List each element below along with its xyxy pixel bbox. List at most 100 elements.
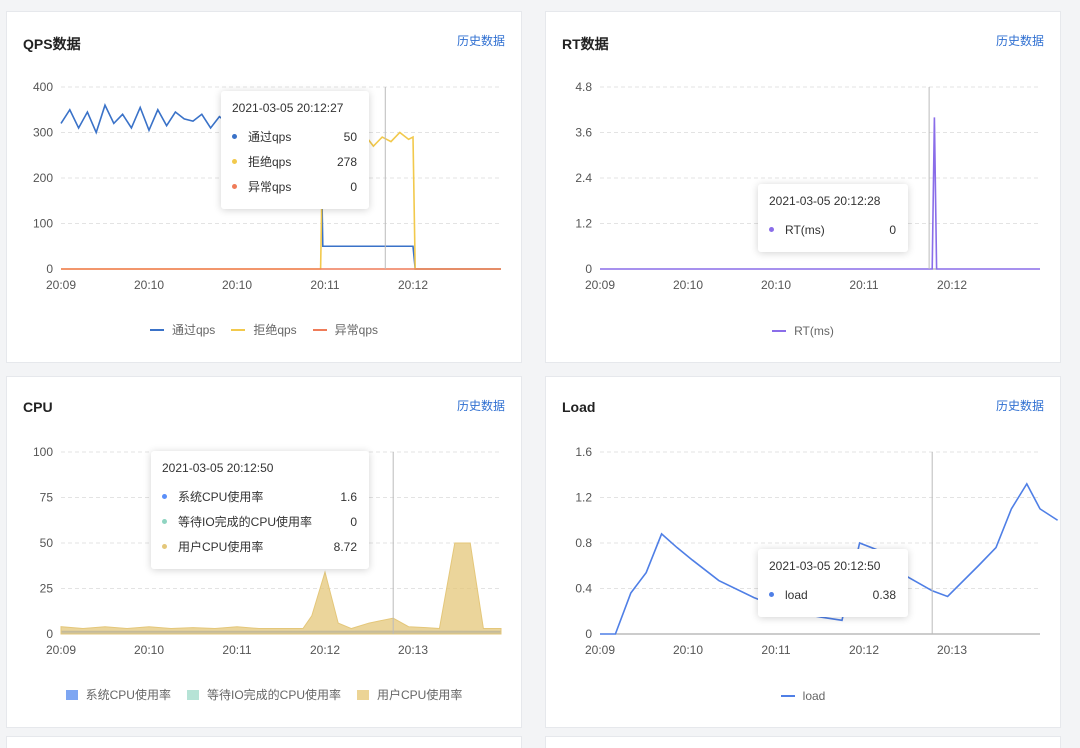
- x-tick-label: 20:13: [398, 643, 428, 657]
- tooltip-series-name: 异常qps: [248, 180, 292, 194]
- next-card-edge: [545, 736, 1061, 748]
- tooltip-row: 系统CPU使用率 1.6: [162, 484, 357, 509]
- tooltip-time: 2021-03-05 20:12:27: [232, 101, 344, 115]
- legend-item[interactable]: 用户CPU使用率: [357, 686, 462, 703]
- tooltip-series-name: 通过qps: [248, 130, 292, 144]
- chart-legend: 通过qps 拒绝qps 异常qps: [7, 321, 521, 338]
- y-tick-label: 25: [40, 582, 54, 596]
- legend-item[interactable]: 通过qps: [149, 321, 215, 338]
- x-tick-label: 20:10: [673, 278, 703, 292]
- next-card-edge: [6, 736, 522, 748]
- card-title: QPS数据: [23, 36, 81, 52]
- card-title: RT数据: [562, 36, 609, 52]
- x-tick-label: 20:09: [585, 278, 615, 292]
- legend-item[interactable]: 系统CPU使用率: [65, 686, 171, 703]
- legend-label: 拒绝qps: [253, 323, 297, 337]
- legend-label: 等待IO完成的CPU使用率: [206, 688, 341, 702]
- legend-line-icon: [772, 330, 787, 332]
- tooltip-time: 2021-03-05 20:12:50: [769, 559, 881, 573]
- legend-label: 异常qps: [334, 323, 379, 337]
- legend-box-icon: [357, 689, 369, 700]
- series-dot-icon: [162, 519, 167, 524]
- tooltip-series-value: 0.38: [872, 587, 896, 602]
- x-tick-label: 20:12: [937, 278, 967, 292]
- y-tick-label: 200: [33, 171, 53, 185]
- x-tick-label: 20:11: [310, 278, 339, 292]
- tooltip-row: 用户CPU使用率 8.72: [162, 534, 357, 559]
- tooltip-series-value: 1.6: [340, 489, 357, 504]
- tooltip-series-value: 50: [343, 129, 357, 144]
- series-dot-icon: [162, 494, 167, 499]
- tooltip-row: RT(ms) 0: [769, 217, 896, 242]
- y-tick-label: 100: [33, 217, 53, 231]
- tooltip-series-name: 拒绝qps: [248, 155, 292, 169]
- y-tick-label: 400: [33, 80, 53, 94]
- y-tick-label: 3.6: [575, 126, 592, 140]
- series-dot-icon: [232, 159, 237, 164]
- tooltip-series-name: RT(ms): [785, 222, 825, 237]
- tooltip-row: 等待IO完成的CPU使用率 0: [162, 509, 357, 534]
- legend-line-icon: [149, 328, 164, 331]
- y-tick-label: 0.8: [575, 536, 592, 550]
- chart-legend: RT(ms): [546, 324, 1060, 338]
- y-tick-label: 50: [40, 536, 54, 550]
- rt-card: RT数据 历史数据 0 1.2 2.4 3.6 4.8 20:09 20:10 20:10 20…: [545, 11, 1061, 363]
- chart-tooltip: 2021-03-05 20:12:50 系统CPU使用率 1.6 等待IO完成的…: [151, 451, 369, 569]
- legend-item[interactable]: 拒绝qps: [231, 321, 297, 338]
- series-dot-icon: [232, 134, 237, 139]
- y-tick-label: 1.6: [575, 445, 592, 459]
- x-tick-label: 20:10: [134, 278, 164, 292]
- qps-chart: 0 100 200 300 400 20:09 20:10 20:10 20:11 20:12: [33, 80, 501, 292]
- x-tick-label: 20:13: [937, 643, 967, 657]
- legend-label: load: [802, 689, 826, 703]
- tooltip-row: load 0.38: [769, 582, 896, 607]
- legend-item[interactable]: 异常qps: [312, 321, 379, 338]
- series-area: [60, 542, 502, 635]
- legend-line-icon: [312, 328, 327, 331]
- history-data-link[interactable]: 历史数据: [456, 34, 505, 48]
- tooltip-series-value: 0: [350, 514, 357, 529]
- tooltip-series-value: 278: [336, 154, 357, 169]
- y-tick-label: 0: [585, 262, 592, 276]
- chart-legend: 系统CPU使用率 等待IO完成的CPU使用率 用户CPU使用率: [7, 686, 521, 703]
- series-line: [600, 482, 1059, 635]
- series-line: [600, 117, 1040, 270]
- history-data-link[interactable]: 历史数据: [995, 399, 1044, 413]
- tooltip-time: 2021-03-05 20:12:28: [769, 194, 881, 208]
- series-dot-icon: [769, 592, 774, 597]
- y-tick-label: 300: [33, 126, 53, 140]
- tooltip-series-value: 0: [889, 222, 896, 237]
- x-tick-label: 20:10: [134, 643, 164, 657]
- y-tick-label: 0: [585, 627, 592, 641]
- series-dot-icon: [162, 544, 167, 549]
- tooltip-row: 通过qps 50: [232, 124, 357, 149]
- y-tick-label: 4.8: [575, 80, 592, 94]
- tooltip-row: 拒绝qps 278: [232, 149, 357, 174]
- x-tick-label: 20:09: [585, 643, 615, 657]
- y-tick-label: 0: [46, 627, 53, 641]
- legend-item[interactable]: load: [780, 689, 826, 703]
- load-chart: 0 0.4 0.8 1.2 1.6 20:09 20:10 20:11 20:12 20:13: [575, 445, 1059, 657]
- legend-item[interactable]: RT(ms): [772, 324, 834, 338]
- legend-box-icon: [186, 689, 199, 700]
- tooltip-series-name: 用户CPU使用率: [178, 540, 264, 554]
- x-tick-label: 20:11: [849, 278, 878, 292]
- card-title: Load: [562, 399, 596, 415]
- y-tick-label: 0: [46, 262, 53, 276]
- legend-line-icon: [231, 328, 246, 331]
- x-tick-label: 20:12: [398, 278, 428, 292]
- tooltip-row: 异常qps 0: [232, 174, 357, 199]
- y-tick-label: 100: [33, 445, 53, 459]
- load-card: Load 历史数据 0 0.4 0.8 1.2 1.6 20:09 20:10 20:11 20…: [545, 376, 1061, 728]
- y-tick-label: 2.4: [575, 171, 592, 185]
- x-tick-label: 20:12: [849, 643, 879, 657]
- x-tick-label: 20:10: [761, 278, 791, 292]
- legend-item[interactable]: 等待IO完成的CPU使用率: [186, 686, 341, 703]
- history-data-link[interactable]: 历史数据: [456, 399, 505, 413]
- history-data-link[interactable]: 历史数据: [995, 34, 1044, 48]
- x-tick-label: 20:10: [222, 278, 252, 292]
- chart-tooltip: 2021-03-05 20:12:28 RT(ms) 0: [758, 184, 908, 252]
- chart-tooltip: 2021-03-05 20:12:50 load 0.38: [758, 549, 908, 617]
- legend-label: 系统CPU使用率: [85, 688, 171, 702]
- legend-box-icon: [65, 689, 78, 700]
